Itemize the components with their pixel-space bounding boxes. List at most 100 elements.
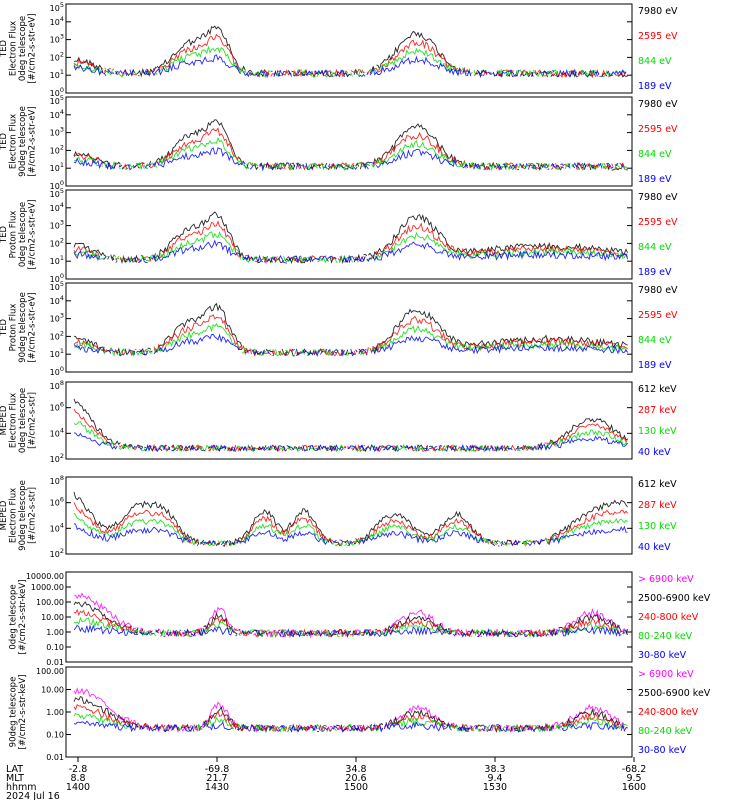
plot-date: 2024 Jul 16: [6, 791, 60, 800]
y-axis-label: TED Proton Flux 90deg telescope [#/cm2-s-st…: [0, 292, 37, 363]
y-tick-label: 108: [50, 379, 64, 391]
y-tick-label: 102: [50, 50, 64, 62]
series-trace-blue: [73, 147, 628, 172]
y-axis-label-line: Electron Flux: [8, 393, 18, 448]
y-tick-label: 104: [50, 15, 64, 27]
legend-item: 612 keV: [638, 479, 677, 490]
y-axis-label-line: [#/cm2-s-str-keV]: [18, 675, 28, 750]
series-trace-green: [73, 136, 628, 172]
y-axis-label-line: MEPED: [0, 405, 9, 435]
x-axis-tick-label: 8.8: [70, 773, 85, 784]
y-tick-label: 1.00: [46, 628, 64, 637]
series-trace-black: [74, 120, 628, 170]
legend-item: 2595 eV: [638, 217, 678, 228]
panel-frame: [65, 666, 633, 758]
x-axis-tick-label: 20.6: [345, 773, 366, 784]
y-axis-label-line: Electron Flux: [8, 21, 18, 76]
y-axis-label-line: [#/cm2-s-str-eV]: [27, 13, 37, 83]
legend-item: 2595 eV: [638, 31, 678, 42]
panel-4: 100 101 102 103 104 105 TED Proton Flux 90deg te…: [0, 280, 678, 377]
x-axis-tick-label: 1500: [344, 782, 368, 793]
x-axis-tick-label: -2.8: [69, 764, 88, 775]
y-tick-label: 10000.00: [26, 572, 64, 581]
y-tick-label: 0.01: [46, 753, 64, 762]
x-axis-tick-label: 9.4: [487, 773, 502, 784]
y-tick-label: 106: [50, 401, 64, 413]
y-tick-label: 100.00: [36, 667, 64, 676]
series-trace-blue: [73, 624, 629, 639]
legend-item: 2595 eV: [638, 124, 678, 135]
y-axis-label-line: 90deg telescope: [8, 677, 18, 748]
y-tick-label: 0.10: [46, 731, 64, 740]
y-axis-label-line: Proton Flux: [8, 211, 18, 259]
series-trace-blue: [73, 432, 628, 453]
y-axis-label: TED Electron Flux 0deg telescope [#/cm2-s-s…: [0, 13, 37, 83]
panel-7: 10000.00 1000.00 100.00 10.00 1.00 0.10 0.01 0d…: [8, 571, 711, 667]
y-tick-label: 104: [50, 426, 64, 438]
legend-item: > 6900 keV: [638, 669, 694, 680]
legend-item: > 6900 keV: [638, 574, 694, 585]
y-tick-label: 100: [50, 272, 64, 284]
y-tick-label: 105: [50, 280, 64, 292]
legend-item: 7980 eV: [638, 6, 678, 17]
series-trace-green: [73, 713, 628, 733]
y-axis-label-line: TED: [0, 39, 9, 58]
y-tick-label: 106: [50, 496, 64, 508]
y-tick-label: 104: [50, 108, 64, 120]
y-axis-label-line: [#/cm2-s-str-eV]: [27, 292, 37, 362]
series-trace-black: [73, 25, 628, 78]
series-trace-blue: [73, 523, 628, 547]
x-axis-tick-label: 34.8: [345, 764, 366, 775]
y-axis-label: TED Electron Flux 90deg telescope [#/cm2-s-…: [0, 106, 37, 177]
y-tick-label: 103: [50, 126, 64, 138]
panel-frame: [65, 96, 633, 187]
legend-item: 189 eV: [638, 174, 672, 185]
panel-1: 100 101 102 103 104 105 TED Electron Flux 0deg t…: [0, 1, 678, 98]
y-tick-label: 103: [50, 33, 64, 45]
legend-item: 7980 eV: [638, 285, 678, 296]
panel-frame: [65, 282, 633, 373]
x-axis-row-label: hhmm: [6, 782, 37, 793]
legend-item: 80-240 keV: [638, 726, 693, 737]
x-axis-tick-label: 1430: [205, 782, 229, 793]
y-axis-label: TED Proton Flux 0deg telescope [#/cm2-s-str…: [0, 199, 37, 269]
y-axis-label-line: 90deg telescope: [18, 480, 28, 551]
series-trace-green: [73, 231, 628, 264]
series-trace-blue: [73, 720, 628, 733]
x-axis-tick-label: -69.8: [205, 764, 230, 775]
legend-item: 240-800 keV: [638, 707, 699, 718]
panel-frame: [65, 189, 633, 280]
y-axis-label-line: 90deg telescope: [18, 106, 28, 177]
legend-item: 844 eV: [638, 149, 672, 160]
panel-6: 102 104 106 108 MEPED Electron Flux 90deg tele…: [0, 474, 677, 559]
y-tick-label: 1.00: [46, 708, 64, 717]
legend-item: 2595 eV: [638, 310, 678, 321]
y-tick-label: 105: [50, 187, 64, 199]
series-trace-green: [73, 421, 628, 453]
legend-item: 287 keV: [638, 500, 677, 511]
y-axis-label-line: 0deg telescope: [18, 202, 28, 267]
x-axis-tick-label: 38.3: [484, 764, 505, 775]
legend-item: 40 keV: [638, 542, 671, 553]
x-axis-tick-label: 1400: [66, 782, 90, 793]
legend-item: 287 keV: [638, 405, 677, 416]
legend-item: 30-80 keV: [638, 650, 687, 661]
y-tick-label: 103: [50, 219, 64, 231]
y-tick-label: 105: [50, 1, 64, 13]
y-axis-label-line: MEPED: [0, 500, 9, 530]
y-tick-label: 100: [50, 179, 64, 191]
legend-item: 612 keV: [638, 384, 677, 395]
panel-2: 100 101 102 103 104 105 TED Electron Flux 90deg …: [0, 94, 678, 191]
y-axis-label: 0deg telescope [#/cm2-s-str-keV]: [8, 580, 28, 655]
x-axis-tick-label: 1600: [622, 782, 646, 793]
y-tick-label: 102: [50, 329, 64, 341]
y-axis-label-line: TED: [0, 318, 9, 337]
legend-item: 130 keV: [638, 521, 677, 532]
panel-8: 100.00 10.00 1.00 0.10 0.01 90deg telescope [#…: [8, 666, 711, 762]
series-trace-black: [73, 491, 628, 547]
y-axis-label-line: 0deg telescope: [18, 388, 28, 453]
legend-item: 2500-6900 keV: [638, 593, 711, 604]
y-tick-label: 108: [50, 474, 64, 486]
